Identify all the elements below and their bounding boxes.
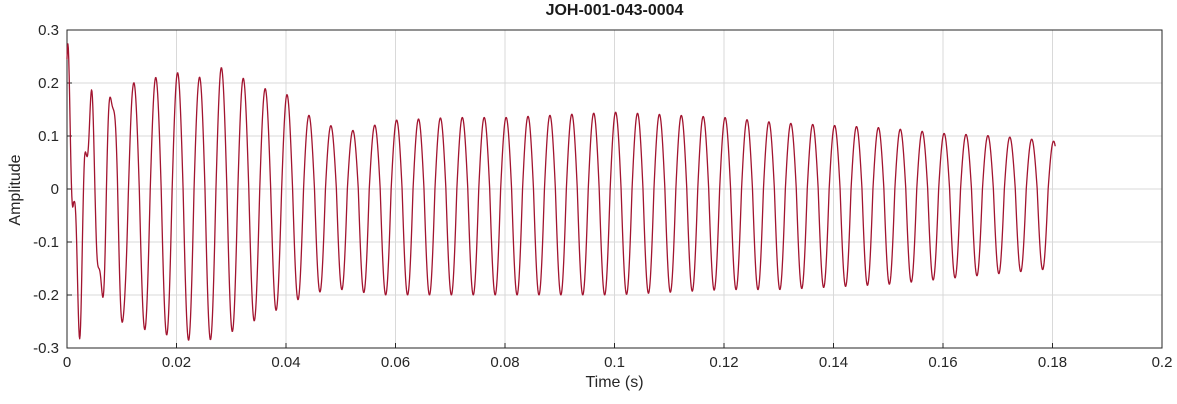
x-tick-label: 0 [63,354,71,371]
x-tick-label: 0.1 [604,354,625,371]
x-tick-label: 0.04 [271,354,300,371]
y-tick-label: 0 [51,181,59,198]
y-tick-label: -0.2 [33,287,59,304]
x-tick-label: 0.2 [1152,354,1173,371]
x-tick-label: 0.18 [1038,354,1067,371]
x-tick-label: 0.16 [928,354,957,371]
y-tick-label: 0.2 [38,75,59,92]
y-tick-label: 0.1 [38,128,59,145]
x-tick-label: 0.08 [490,354,519,371]
waveform-line [66,43,1056,341]
y-tick-label: -0.1 [33,234,59,251]
x-axis-label: Time (s) [585,374,644,391]
y-tick-label: 0.3 [38,22,59,39]
x-tick-label: 0.14 [819,354,848,371]
x-tick-label: 0.12 [709,354,738,371]
x-tick-label: 0.06 [381,354,410,371]
y-tick-label: -0.3 [33,340,59,357]
x-tick-label: 0.02 [162,354,191,371]
chart-title: JOH-001-043-0004 [545,2,684,19]
